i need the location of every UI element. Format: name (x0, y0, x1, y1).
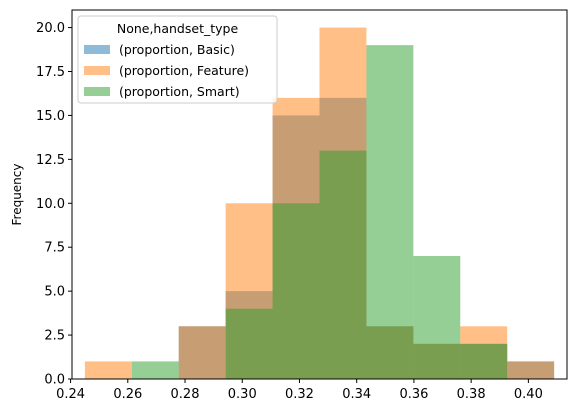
legend-title: None,handset_type (117, 21, 239, 36)
legend-items: (proportion, Basic) (proportion, Feature)… (84, 42, 249, 99)
x-tick-label: 0.38 (457, 387, 486, 402)
legend-entry-label: (proportion, Basic) (119, 42, 235, 57)
y-axis-ticks: 0.0 2.5 5.0 7.5 10.0 12.5 15.0 17.5 20.0 (36, 21, 72, 388)
x-tick-label: 0.30 (228, 387, 257, 402)
legend-box (77, 15, 278, 104)
histogram-bar-series-2-bin-7 (413, 256, 461, 379)
y-tick-label: 5.0 (44, 285, 65, 300)
y-tick-label: 2.5 (44, 329, 65, 344)
legend-swatch (84, 87, 110, 96)
x-tick-label: 0.34 (342, 387, 371, 402)
histogram-bar-series-2-bin-4 (272, 203, 320, 379)
y-tick-label: 10.0 (36, 197, 65, 212)
histogram-bar-series-2-bin-3 (225, 308, 273, 379)
x-tick-label: 0.24 (56, 387, 85, 402)
y-axis-label: Frequency (10, 164, 24, 226)
x-axis-ticks: 0.24 0.26 0.28 0.30 0.32 0.34 0.36 0.38 0.40 (56, 379, 543, 402)
y-tick-label: 15.0 (36, 109, 65, 124)
plot-frame (71, 9, 568, 380)
x-tick-label: 0.28 (171, 387, 200, 402)
x-tick-label: 0.36 (399, 387, 428, 402)
legend-swatch (84, 45, 110, 54)
x-tick-label: 0.26 (113, 387, 142, 402)
histogram-bar-series-1-bin-2 (178, 326, 226, 379)
y-tick-label: 12.5 (36, 153, 65, 168)
y-tick-label: 20.0 (36, 21, 65, 36)
histogram-bar-series-2-bin-1 (131, 361, 179, 379)
histogram-bar-series-1-bin-9 (507, 361, 555, 379)
bars-layer (84, 27, 555, 380)
y-tick-label: 7.5 (44, 241, 65, 256)
x-tick-label: 0.40 (514, 387, 543, 402)
histogram-bar-series-2-bin-8 (460, 343, 508, 379)
x-tick-label: 0.32 (285, 387, 314, 402)
histogram-bar-series-2-bin-5 (319, 150, 367, 379)
legend: None,handset_type (proportion, Basic)(pr… (77, 15, 278, 104)
y-tick-label: 17.5 (36, 65, 65, 80)
legend-swatch (84, 66, 110, 75)
legend-entry-label: (proportion, Smart) (119, 84, 240, 99)
histogram-bar-series-2-bin-6 (366, 45, 414, 380)
y-tick-label: 0.0 (44, 373, 65, 388)
legend-entry-label: (proportion, Feature) (119, 63, 249, 78)
histogram-bar-series-1-bin-0 (84, 361, 132, 379)
